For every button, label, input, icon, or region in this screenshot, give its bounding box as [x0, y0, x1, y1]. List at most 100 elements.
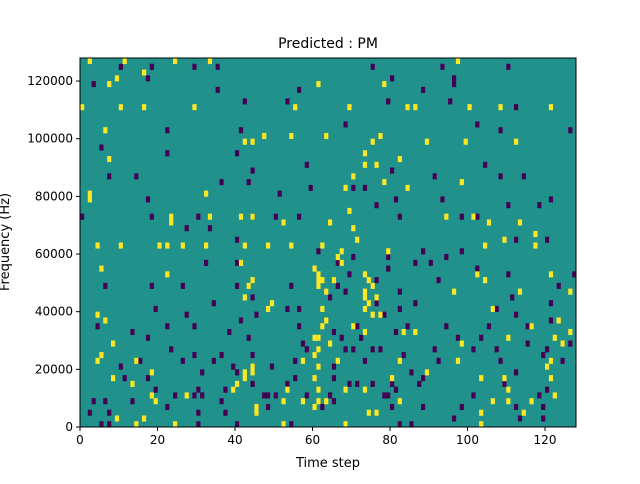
- heatmap-cell: [331, 328, 337, 336]
- heatmap-cell: [300, 398, 306, 405]
- heatmap-cell: [455, 357, 461, 364]
- heatmap-cell: [386, 248, 391, 255]
- heatmap-cell: [533, 230, 538, 238]
- heatmap-cell: [502, 380, 507, 387]
- heatmap-cell: [366, 409, 371, 416]
- heatmap-cell: [413, 300, 418, 307]
- heatmap-cell: [320, 403, 325, 411]
- heatmap-cell: [215, 63, 220, 70]
- heatmap-cell: [428, 259, 433, 266]
- heatmap-cell: [440, 63, 445, 70]
- heatmap-cell: [304, 392, 309, 399]
- heatmap-cell: [235, 369, 240, 376]
- heatmap-cell: [436, 277, 441, 284]
- heatmap-cell: [223, 386, 228, 393]
- heatmap-cell: [219, 398, 224, 405]
- heatmap-cell: [401, 352, 406, 359]
- heatmap-cell: [343, 386, 348, 393]
- heatmap-cell: [494, 346, 499, 353]
- heatmap-cell: [386, 392, 391, 399]
- heatmap-cell: [483, 277, 488, 284]
- heatmap-cell: [459, 213, 464, 220]
- heatmap-cell: [269, 363, 275, 370]
- heatmap-cell: [393, 328, 399, 336]
- heatmap-cell: [114, 75, 120, 82]
- x-tick-label: 60: [305, 433, 320, 447]
- heatmap-cell: [238, 213, 244, 220]
- heatmap-cell: [343, 421, 348, 428]
- heatmap-cell: [304, 161, 309, 168]
- heatmap-cell: [192, 104, 197, 111]
- heatmap-cell: [351, 173, 356, 180]
- heatmap-cell: [560, 340, 565, 347]
- heatmap-cell: [169, 346, 174, 353]
- heatmap-cell: [335, 259, 340, 266]
- heatmap-cell: [537, 202, 542, 209]
- y-tick-label: 120000: [27, 74, 73, 88]
- heatmap-cell: [91, 398, 96, 405]
- heatmap-cell: [118, 363, 123, 370]
- heatmap-cell: [277, 190, 282, 197]
- heatmap-cell: [362, 294, 368, 301]
- heatmap-cell: [347, 104, 352, 111]
- heatmap-cell: [304, 346, 309, 353]
- plot-background: [80, 58, 576, 427]
- heatmap-cell: [362, 184, 368, 191]
- plot-frame: [79, 57, 577, 428]
- heatmap-cell: [312, 403, 317, 411]
- heatmap-cell: [111, 375, 116, 382]
- heatmap-cell: [572, 271, 577, 278]
- heatmap-cell: [335, 254, 340, 261]
- heatmap-cell: [521, 409, 526, 416]
- heatmap-cell: [390, 167, 395, 174]
- heatmap-cell: [506, 398, 511, 405]
- heatmap-cell: [510, 294, 515, 301]
- heatmap-cell: [285, 305, 290, 312]
- heatmap-cell: [548, 196, 554, 203]
- heatmap-cell: [192, 352, 197, 359]
- heatmap-cell: [114, 415, 120, 422]
- heatmap-cell: [514, 311, 519, 318]
- heatmap-cell: [479, 421, 484, 428]
- heatmap-cell: [316, 282, 321, 289]
- heatmap-cell: [103, 398, 108, 405]
- heatmap-cell: [498, 173, 503, 180]
- heatmap-cell: [370, 311, 375, 318]
- heatmap-cell: [204, 190, 209, 197]
- heatmap-cell: [498, 357, 503, 364]
- heatmap-cell: [312, 334, 317, 341]
- heatmap-cell: [250, 167, 255, 174]
- heatmap-cell: [238, 259, 244, 266]
- heatmap-cell: [254, 311, 259, 318]
- heatmap-cell: [312, 375, 317, 382]
- heatmap-cell: [99, 352, 104, 359]
- heatmap-cell: [200, 369, 205, 376]
- heatmap-cell: [556, 282, 561, 289]
- heatmap-cell: [405, 184, 410, 191]
- heatmap-cell: [316, 386, 321, 393]
- heatmap-cell: [316, 346, 321, 353]
- heatmap-cell: [413, 104, 418, 111]
- heatmap-cell: [207, 58, 213, 65]
- heatmap-cell: [316, 398, 321, 405]
- heatmap-cell: [130, 328, 135, 336]
- heatmap-cell: [459, 340, 464, 347]
- heatmap-cell: [390, 75, 395, 82]
- heatmap-cell: [316, 248, 321, 255]
- heatmap-cell: [521, 173, 526, 180]
- y-tick-label: 40000: [35, 305, 73, 319]
- heatmap-cell: [545, 386, 550, 393]
- heatmap-cell: [382, 81, 387, 88]
- heatmap-cell: [95, 242, 100, 249]
- heatmap-cell: [142, 104, 147, 111]
- heatmap-cell: [339, 334, 344, 341]
- heatmap-cell: [432, 346, 437, 353]
- heatmap-cell: [351, 346, 356, 353]
- heatmap-cell: [145, 75, 151, 82]
- heatmap-cell: [246, 179, 251, 186]
- heatmap-cell: [506, 202, 511, 209]
- heatmap-cell: [448, 98, 453, 105]
- heatmap-cell: [235, 236, 240, 243]
- heatmap-cell: [196, 213, 201, 220]
